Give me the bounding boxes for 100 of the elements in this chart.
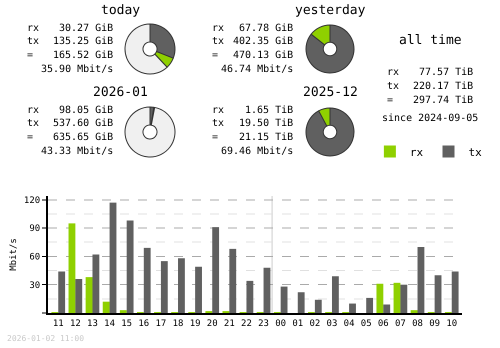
bar <box>452 271 459 313</box>
bar <box>394 282 400 313</box>
x-tick-label: 06 <box>378 318 389 329</box>
bar <box>332 276 339 313</box>
y-axis-title: Mbit/s <box>8 238 19 271</box>
text: 67.78 GiB <box>239 23 294 34</box>
x-tick-label: 19 <box>190 318 201 329</box>
text: = <box>212 50 218 61</box>
text: = <box>212 132 218 143</box>
chart-title: 2026-01 <box>93 85 148 100</box>
text: 470.13 GiB <box>233 50 294 61</box>
bar <box>298 292 305 313</box>
x-tick-label: 17 <box>155 318 166 329</box>
text: tx <box>27 118 40 129</box>
text: 35.90 Mbit/s <box>41 64 114 75</box>
bar <box>102 302 110 313</box>
x-tick-label: 11 <box>52 318 64 329</box>
bar <box>376 284 384 313</box>
text: 77.57 TiB <box>419 67 474 78</box>
bar <box>212 227 220 313</box>
bar <box>92 254 100 313</box>
x-tick-label: 09 <box>429 318 440 329</box>
text: 43.33 Mbit/s <box>41 146 114 157</box>
bar <box>110 202 116 313</box>
text: = <box>27 132 34 143</box>
x-tick-label: 01 <box>292 318 304 329</box>
text: 165.52 GiB <box>53 50 114 61</box>
text: 402.35 GiB <box>233 36 294 47</box>
text: tx <box>387 81 400 92</box>
text: 21.15 TiB <box>239 132 294 143</box>
text: 46.74 Mbit/s <box>221 64 294 75</box>
bar <box>68 223 76 313</box>
y-tick-label: 60 <box>29 252 40 263</box>
text: 135.25 GiB <box>53 36 114 47</box>
bar <box>366 298 374 313</box>
text: tx <box>212 36 224 47</box>
text: 220.17 TiB <box>413 81 474 92</box>
text: 537.60 GiB <box>53 118 114 129</box>
y-tick-label: 120 <box>24 196 40 206</box>
bar <box>229 248 236 313</box>
bar <box>383 304 390 313</box>
x-tick-label: 02 <box>309 318 320 329</box>
text: 30.27 GiB <box>59 23 114 34</box>
bar <box>264 268 270 313</box>
text: rx <box>212 23 224 34</box>
x-tick-label: 00 <box>275 318 286 329</box>
bar <box>86 277 92 313</box>
bar <box>246 280 254 313</box>
bar <box>400 284 408 313</box>
x-tick-label: 18 <box>172 318 184 329</box>
x-tick-label: 05 <box>360 318 372 329</box>
text: tx <box>212 118 224 129</box>
chart-title: today <box>101 3 140 18</box>
x-tick-label: 12 <box>70 318 81 329</box>
bar <box>75 279 82 313</box>
x-tick-label: 14 <box>104 318 116 329</box>
text: 297.74 TiB <box>413 95 474 106</box>
text: = <box>387 95 394 106</box>
text: rx <box>27 105 40 116</box>
x-tick-label: 03 <box>326 318 338 329</box>
legend-label: rx <box>410 146 424 159</box>
x-tick-label: 04 <box>344 318 355 329</box>
donut-slice <box>306 24 354 74</box>
text: all time <box>399 33 462 48</box>
x-tick-label: 08 <box>412 318 423 329</box>
x-tick-label: 22 <box>241 318 252 329</box>
text: 98.05 GiB <box>59 105 114 116</box>
bar <box>58 271 66 313</box>
bar <box>349 304 356 313</box>
x-tick-label: 13 <box>87 318 98 329</box>
bar <box>178 258 185 313</box>
x-tick-label: 20 <box>206 318 218 329</box>
text: 69.46 Mbit/s <box>221 146 294 157</box>
bar <box>195 266 202 313</box>
text: rx <box>387 67 400 78</box>
x-tick-label: 15 <box>121 318 132 329</box>
chart-title: yesterday <box>295 3 366 18</box>
bar <box>418 246 424 313</box>
y-tick-label: 30 <box>29 280 40 291</box>
text: = <box>27 50 34 61</box>
text: 19.50 TiB <box>239 118 294 129</box>
y-tick-label: 90 <box>29 224 40 234</box>
text: rx <box>212 105 224 116</box>
bar <box>280 286 288 313</box>
bar <box>434 275 442 313</box>
bar <box>126 220 134 313</box>
bar <box>160 261 168 313</box>
bar <box>410 310 418 313</box>
x-tick-label: 21 <box>224 318 235 329</box>
legend-label: tx <box>468 146 482 159</box>
bar <box>314 300 322 313</box>
bar <box>120 310 127 313</box>
text: 635.65 GiB <box>53 132 114 143</box>
x-tick-label: 10 <box>446 318 458 329</box>
text: rx <box>27 23 40 34</box>
text: 1.65 TiB <box>245 105 294 116</box>
donut-slice <box>306 108 354 156</box>
x-tick-label: 16 <box>138 318 150 329</box>
chart-title: 2025-12 <box>303 85 358 100</box>
x-tick-label: 07 <box>394 318 406 329</box>
